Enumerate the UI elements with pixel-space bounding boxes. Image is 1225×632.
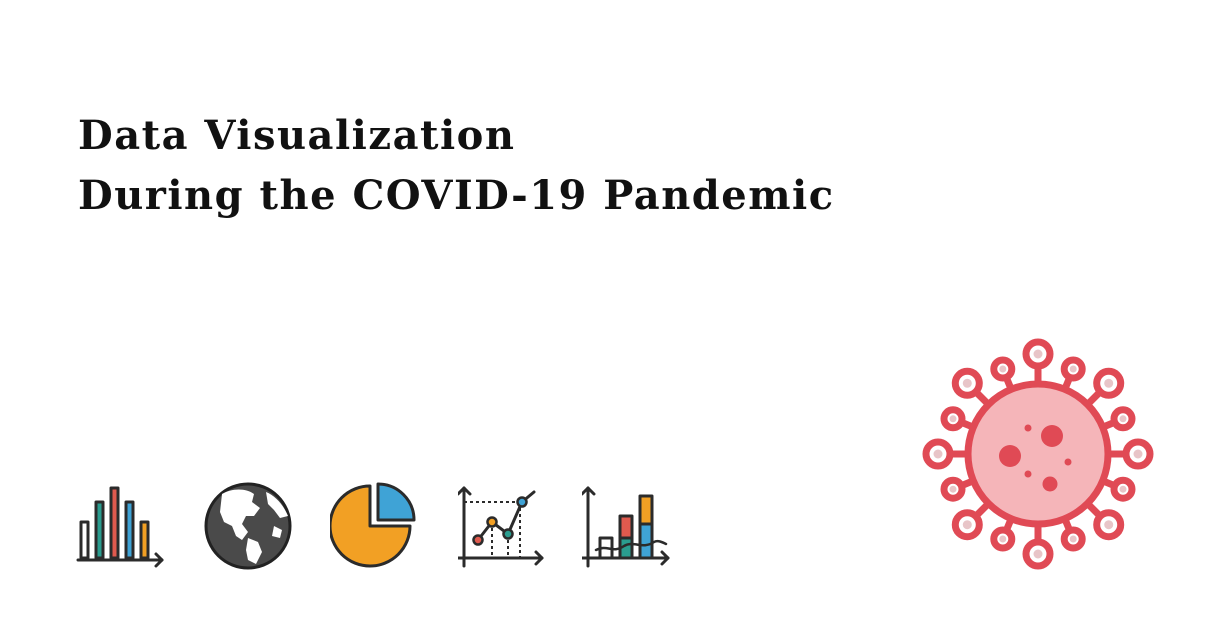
title-line-1: Data Visualization: [78, 112, 516, 159]
globe-icon: [204, 482, 292, 570]
virus-icon: [922, 338, 1154, 570]
bar-chart-icon: [76, 486, 164, 568]
pie-chart-icon: [330, 482, 416, 568]
stacked-bar-chart-icon: [582, 486, 670, 568]
chart-icons-row: [76, 480, 676, 572]
page-title: Data Visualization During the COVID-19 P…: [78, 106, 835, 226]
title-line-2: During the COVID-19 Pandemic: [78, 172, 835, 219]
line-chart-icon: [458, 486, 544, 568]
